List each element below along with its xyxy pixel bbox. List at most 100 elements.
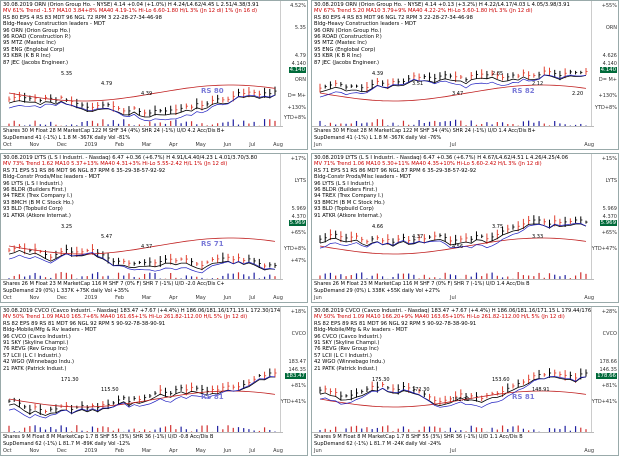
leader-item[interactable]: 21 PATK (Patrick Indust.) bbox=[314, 365, 378, 372]
moving-average-long bbox=[319, 237, 587, 255]
axis-label: 183.47 bbox=[288, 359, 307, 365]
leader-item[interactable]: 91 ATKR (Atkore Internat.) bbox=[314, 212, 382, 219]
last-price-tag: 4.140 bbox=[599, 67, 617, 73]
leader-item[interactable]: 96 ROAD (Construction P.) bbox=[3, 34, 71, 41]
month-axis: Oct Nov Dec 2019 Feb Mar Apr May Jun Jul Aug bbox=[3, 142, 283, 149]
leader-item[interactable]: 76 REVG (Rev Group Inc) bbox=[314, 346, 379, 353]
leader-item[interactable]: 21 PATK (Patrick Indust.) bbox=[3, 365, 67, 372]
price-annotation: 3.51 bbox=[412, 81, 424, 87]
stock-chart-panel-lyts-daily[interactable]: 30.08.2019 LYTS (L S I Industri. - Nasda… bbox=[311, 153, 619, 303]
leader-item[interactable]: 96 ORN (Orion Group Ho.) bbox=[314, 27, 382, 34]
price-annotation: 5.47 bbox=[101, 234, 113, 240]
leader-item[interactable]: 87 JEC (Jacobs Engineer.) bbox=[3, 59, 69, 66]
price-annotation: 2.20 bbox=[572, 91, 584, 97]
price-annotation: 153.60 bbox=[492, 377, 510, 383]
header-line: MV 67% Trend 5.20 MA10 3.79+9% MA40 4.22… bbox=[314, 8, 533, 15]
price-chart[interactable] bbox=[1, 307, 283, 435]
price-annotation: 4.79 bbox=[101, 81, 113, 87]
moving-average-long bbox=[8, 84, 276, 102]
stock-chart-panel-orn-daily[interactable]: 30.08.2019 ORN (Orion Group Ho. - NYSE) … bbox=[311, 0, 619, 150]
stock-chart-panel-cvco-weekly[interactable]: 30.08.2019 CVCO (Cavco Industri. - Nasda… bbox=[0, 306, 308, 456]
month-label: Aug bbox=[273, 295, 283, 301]
price-annotation: 4.39 bbox=[141, 91, 153, 97]
leader-item[interactable]: 57 LCII (L C I Industri.) bbox=[314, 352, 372, 359]
price-annotation: 2.12 bbox=[532, 81, 544, 87]
leader-item[interactable]: 93 BLD (Topbuild Corp) bbox=[3, 206, 63, 213]
header-line: 30.08.2019 ORN (Orion Group Ho. - NYSE) … bbox=[3, 2, 259, 8]
leader-item[interactable]: 91 SKY (Skyline Champi.) bbox=[314, 340, 380, 347]
leader-item[interactable]: 96 CVCO (Cavco Industri.) bbox=[314, 333, 382, 340]
price-annotation: 4.37 bbox=[141, 244, 153, 250]
price-chart[interactable] bbox=[1, 154, 283, 282]
leader-item[interactable]: 95 MTZ (Mastec Inc) bbox=[314, 40, 367, 47]
rs-rating-label: RS 81 bbox=[512, 393, 535, 401]
footer-supdemand-line: SupDemand 62 (-1%) L 81.7 M -24K daily V… bbox=[314, 441, 442, 447]
leader-item[interactable]: 94 TREX (Trex Company I.) bbox=[3, 193, 73, 200]
price-chart[interactable] bbox=[312, 1, 594, 129]
month-label: Mar bbox=[141, 448, 152, 454]
price-annotation: 3.75 bbox=[492, 224, 504, 230]
leader-item[interactable]: 57 LCII (L C I Industri.) bbox=[3, 352, 61, 359]
stock-chart-panel-orn-weekly[interactable]: 30.08.2019 ORN (Orion Group Ho. - NYSE) … bbox=[0, 0, 308, 150]
leader-item[interactable]: 93 KBR (K B R Inc) bbox=[3, 53, 51, 60]
month-label: Dec bbox=[57, 448, 67, 454]
month-label: Jul bbox=[249, 142, 256, 148]
leader-item[interactable]: 87 JEC (Jacobs Engineer.) bbox=[314, 59, 380, 66]
moving-average-long bbox=[8, 390, 276, 408]
axis-label: YTD+8% bbox=[594, 105, 617, 111]
header-line: Bldg-Mobile/Mfg & Rv leaders - MDT bbox=[314, 327, 408, 334]
leader-item[interactable]: 96 BLDR (Builders First.) bbox=[314, 187, 378, 194]
month-label: May bbox=[195, 448, 206, 454]
leader-item[interactable]: 93 BMCH (B M C Stock Ho.) bbox=[3, 199, 74, 206]
relative-strength-line bbox=[319, 222, 587, 249]
leader-item[interactable]: 95 ENG (Englobal Corp) bbox=[3, 46, 65, 53]
moving-average-long bbox=[319, 84, 587, 102]
stock-chart-panel-lyts-weekly[interactable]: 30.08.2019 LYTS (L S I Industri. - Nasda… bbox=[0, 153, 308, 303]
month-axis: Jun Jul Aug bbox=[314, 448, 594, 455]
month-label: Jul bbox=[450, 142, 457, 148]
axis-label: +18% bbox=[290, 309, 306, 315]
month-axis: Jun Jul Aug bbox=[314, 295, 594, 302]
month-label: Feb bbox=[115, 295, 124, 301]
leader-item[interactable]: 96 CVCO (Cavco Industri.) bbox=[3, 333, 71, 340]
leader-item[interactable]: 94 TREX (Trex Company I.) bbox=[314, 193, 384, 200]
leader-item[interactable]: 93 BMCH (B M C Stock Ho.) bbox=[314, 199, 385, 206]
price-axis: +15% LYTS 5.969 4.370 +65% YTD+47% 5.969 bbox=[591, 154, 618, 282]
leader-item[interactable]: 42 WGO (Winnebago Indu.) bbox=[3, 359, 75, 366]
header-line: RS 82 EPS 89 RS 81 MDT 96 NGL 92 RPM 5 9… bbox=[3, 320, 166, 327]
leader-item[interactable]: 95 MTZ (Mastec Inc) bbox=[3, 40, 56, 47]
chart-footer: Shares 9 M Float 8 M MarketCap 1.7 B SHF… bbox=[1, 432, 283, 455]
month-label: Mar bbox=[141, 295, 152, 301]
leader-item[interactable]: 91 ATKR (Atkore Internat.) bbox=[3, 212, 71, 219]
footer-shares-line: Shares 9 M Float 8 M MarketCap 1.7 B SHF… bbox=[3, 434, 214, 440]
price-annotation: 5.35 bbox=[61, 71, 73, 77]
header-line: MV 71% Trend 1.06 MA10 5.30+11% MA40 4.3… bbox=[314, 161, 542, 168]
price-annotation: 172.30 bbox=[412, 387, 430, 393]
leader-item[interactable]: 96 LYTS (L S I Industri.) bbox=[3, 180, 63, 187]
price-annotation: 171.30 bbox=[61, 377, 79, 383]
leader-item[interactable]: 93 KBR (K B R Inc) bbox=[314, 53, 362, 60]
axis-label: +65% bbox=[290, 230, 306, 236]
leader-item[interactable]: 42 WGO (Winnebago Indu.) bbox=[314, 359, 386, 366]
header-line: RS 80 EPS 4 RS 83 MDT 96 NGL 72 RPM 3 22… bbox=[314, 14, 473, 21]
header-line: Bldg-Heavy Construction leaders - MDT bbox=[314, 21, 417, 28]
price-axis: 4.52% 5.35 4.79 4.140 ORN D= M+ +130% YTD+8% 4.1… bbox=[280, 1, 307, 129]
relative-strength-line bbox=[319, 375, 587, 408]
axis-label: +17% bbox=[290, 156, 306, 162]
leader-item[interactable]: 91 SKY (Skyline Champi.) bbox=[3, 340, 69, 347]
axis-label: +65% bbox=[601, 230, 617, 236]
month-label: 2019 bbox=[84, 295, 98, 301]
axis-label: 5.35 bbox=[294, 25, 306, 31]
leader-item[interactable]: 96 LYTS (L S I Industri.) bbox=[314, 180, 374, 187]
leader-item[interactable]: 76 REVG (Rev Group Inc) bbox=[3, 346, 68, 353]
chart-footer: Shares 30 M Float 28 M MarketCap 122 M S… bbox=[1, 126, 283, 149]
month-label: Aug bbox=[273, 448, 283, 454]
moving-average-short bbox=[8, 376, 275, 416]
axis-label: 5.969 bbox=[291, 206, 306, 212]
stock-chart-panel-cvco-daily[interactable]: 30.08.2019 CVCO (Cavco Industri. - Nasda… bbox=[311, 306, 619, 456]
leader-item[interactable]: 96 ORN (Orion Group Ho.) bbox=[3, 27, 71, 34]
leader-item[interactable]: 95 ENG (Englobal Corp) bbox=[314, 46, 376, 53]
leader-item[interactable]: 93 BLD (Topbuild Corp) bbox=[314, 206, 374, 213]
leader-item[interactable]: 96 BLDR (Builders First.) bbox=[3, 187, 67, 194]
leader-item[interactable]: 96 ROAD (Construction P.) bbox=[314, 34, 382, 41]
